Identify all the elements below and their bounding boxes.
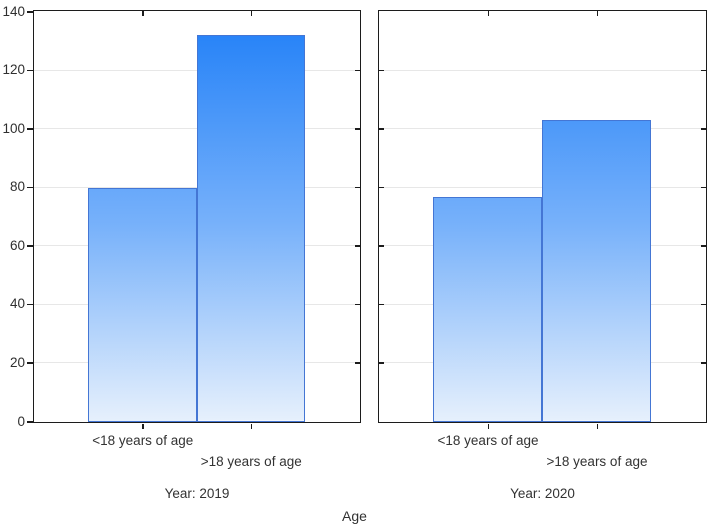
x-axis-tick <box>596 423 598 429</box>
y-axis-tick <box>26 362 33 364</box>
y-axis-tick-label: 80 <box>9 179 25 195</box>
y-axis-tick <box>26 69 33 72</box>
y-axis-tick <box>379 245 384 247</box>
x-category-label: <18 years of age <box>92 433 194 448</box>
panel-title-2020: Year: 2020 <box>510 486 575 501</box>
y-axis-tick <box>701 186 706 189</box>
y-axis-tick <box>26 186 33 189</box>
y-axis-tick-label: 20 <box>9 354 25 370</box>
y-axis-tick <box>26 11 33 13</box>
y-axis-tick <box>355 245 360 247</box>
y-axis-tick-label: 60 <box>9 237 25 253</box>
y-axis-tick <box>379 69 384 72</box>
y-axis-tick <box>701 69 706 72</box>
y-axis-tick <box>26 303 33 306</box>
y-axis-tick <box>355 303 360 306</box>
y-axis-tick <box>701 128 706 130</box>
y-axis-tick-label: 0 <box>17 413 25 429</box>
x-category-label: <18 years of age <box>437 433 539 448</box>
y-axis-tick <box>26 421 33 423</box>
x-axis-tick <box>596 11 598 16</box>
panel-title-2019: Year: 2019 <box>164 486 230 501</box>
y-axis-tick-label: 140 <box>2 3 25 19</box>
gridline-120 <box>379 69 706 71</box>
y-axis-tick <box>701 303 706 306</box>
y-axis-tick <box>355 128 360 130</box>
bar--18-years-of-age <box>433 196 542 422</box>
x-category-label: >18 years of age <box>200 454 302 469</box>
y-axis-tick <box>701 245 706 247</box>
panel-2019-plot-area <box>26 10 361 429</box>
y-axis-tick <box>379 186 384 189</box>
y-axis-tick <box>355 186 360 189</box>
y-axis-tick <box>379 362 384 364</box>
y-axis-tick <box>379 128 384 130</box>
y-axis-tick-label: 120 <box>2 62 25 78</box>
panel-2020-plot-area <box>378 10 707 429</box>
y-axis-tick-label: 40 <box>9 296 25 312</box>
bar--18-years-of-age <box>542 120 651 422</box>
y-axis-tick <box>355 69 360 72</box>
bar--18-years-of-age <box>88 187 197 422</box>
x-axis-tick <box>487 11 489 16</box>
y-axis-tick <box>379 303 384 306</box>
x-axis-tick <box>487 423 489 429</box>
x-axis-tick <box>142 423 144 429</box>
y-axis-tick <box>26 245 33 247</box>
x-axis-tick <box>250 11 253 16</box>
y-axis-tick <box>355 362 360 364</box>
y-axis-tick-label: 100 <box>2 120 25 136</box>
x-axis-tick <box>250 423 253 429</box>
x-category-label: >18 years of age <box>546 454 648 469</box>
x-axis-title: Age <box>342 508 367 524</box>
y-axis-tick <box>701 362 706 364</box>
x-axis-tick <box>142 11 144 16</box>
bar--18-years-of-age <box>196 35 305 422</box>
y-axis-tick <box>26 128 33 130</box>
